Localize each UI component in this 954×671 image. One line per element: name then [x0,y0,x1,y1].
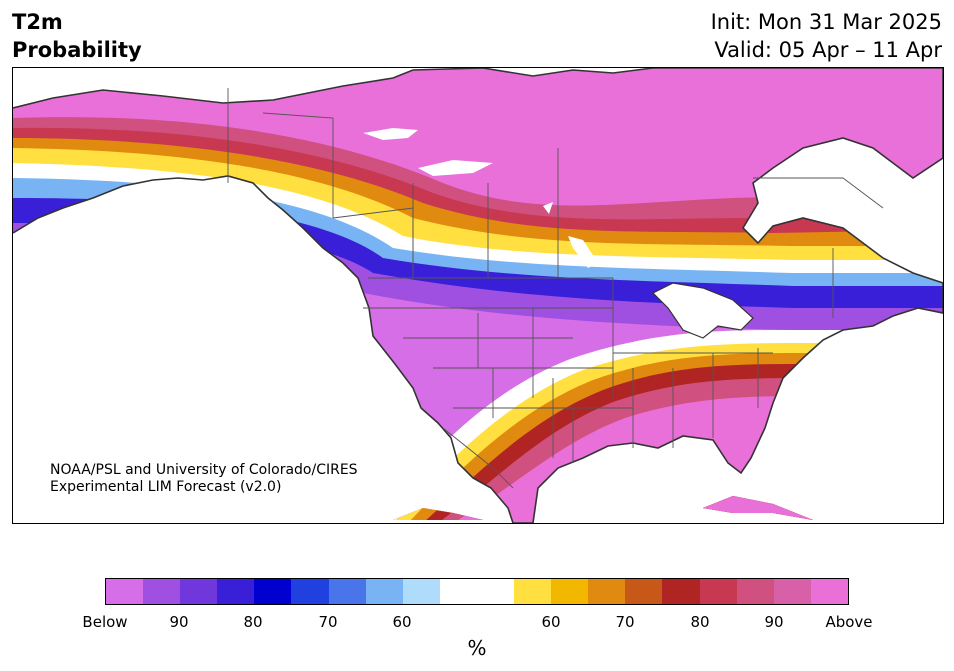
colorbar-swatch [328,579,366,604]
colorbar-swatch [365,579,403,604]
credit-line-2: Experimental LIM Forecast (v2.0) [50,479,282,495]
date-block: Init: Mon 31 Mar 2025 Valid: 05 Apr – 11… [711,8,942,64]
colorbar-tick-label: Above [825,613,873,631]
probability-map: NOAA/PSL and University of Colorado/CIRE… [12,67,944,524]
colorbar-swatch [662,579,700,604]
colorbar-tick-label: 70 [615,613,635,631]
colorbar-swatch [736,579,774,604]
colorbar-swatch [514,579,552,604]
colorbar-swatch [588,579,626,604]
colorbar-tick-label: 90 [169,613,189,631]
colorbar-unit: % [467,636,487,660]
field-label: Probability [12,38,142,62]
colorbar-tick-label: 80 [243,613,263,631]
colorbar-tick-label: 80 [690,613,710,631]
colorbar-swatch [143,579,181,604]
credit-text: NOAA/PSL and University of Colorado/CIRE… [50,462,358,496]
valid-range: Valid: 05 Apr – 11 Apr [714,38,942,62]
colorbar-tick-label: 90 [764,613,784,631]
init-date: Init: Mon 31 Mar 2025 [710,10,942,34]
colorbar-swatch [773,579,811,604]
colorbar-tick-label: 60 [541,613,561,631]
colorbar-swatch [106,579,144,604]
variable-label: T2m [12,10,63,34]
colorbar-swatch [476,579,515,604]
colorbar [105,578,849,605]
colorbar-tick-label: Below [82,613,128,631]
colorbar-swatch [551,579,589,604]
colorbar-tick-label: 60 [392,613,412,631]
colorbar-swatch [254,579,292,604]
colorbar-swatch [402,579,440,604]
colorbar-swatch [810,579,848,604]
colorbar-swatch [180,579,218,604]
colorbar-swatch [439,579,477,604]
colorbar-swatch [291,579,329,604]
colorbar-swatch [217,579,255,604]
colorbar-tick-label: 70 [318,613,338,631]
map-svg [13,68,943,523]
credit-line-1: NOAA/PSL and University of Colorado/CIRE… [50,462,358,478]
colorbar-swatch [625,579,663,604]
title-block: T2m Probability [12,8,142,64]
colorbar-swatch [699,579,737,604]
